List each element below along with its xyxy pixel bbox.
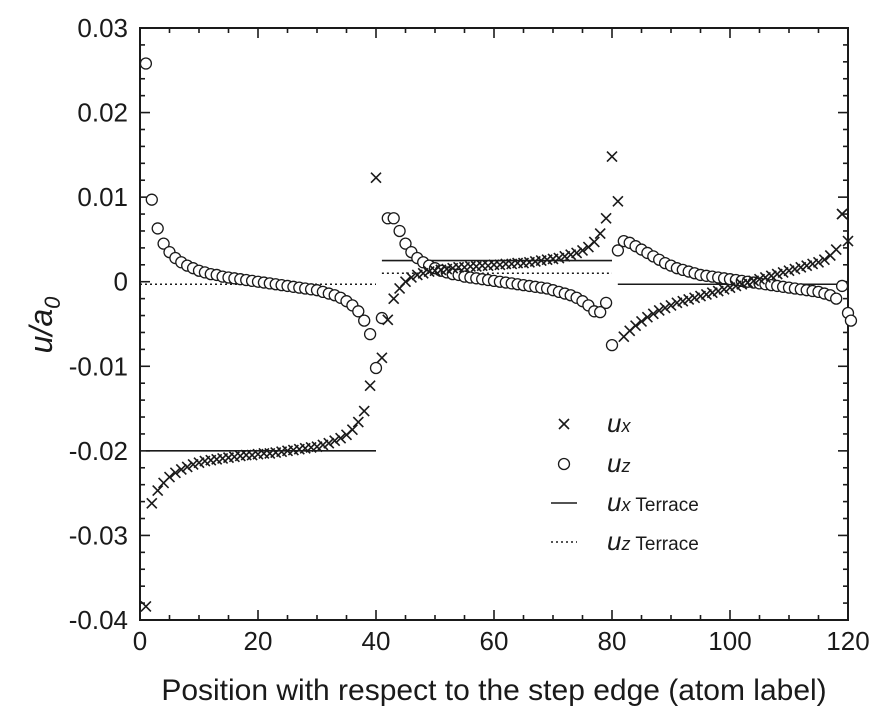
ux-point bbox=[836, 208, 848, 220]
ux-point bbox=[606, 150, 618, 163]
x-tick-label: 20 bbox=[244, 626, 273, 656]
x-tick-label: 40 bbox=[362, 626, 391, 656]
ux-point bbox=[665, 299, 677, 311]
legend-label: ux Terrace bbox=[607, 487, 699, 517]
legend-uz-marker bbox=[557, 457, 571, 471]
ux-point bbox=[358, 405, 370, 417]
y-tick-label: 0.02 bbox=[77, 98, 128, 128]
ux-point bbox=[370, 172, 382, 184]
legend-label: ux bbox=[607, 408, 631, 438]
ux-point bbox=[818, 254, 830, 266]
ux-point bbox=[352, 416, 364, 428]
ux-point bbox=[364, 380, 376, 392]
ux-point bbox=[335, 432, 347, 444]
uz-point bbox=[358, 314, 371, 327]
ux-point bbox=[812, 256, 825, 268]
y-tick-label: 0.01 bbox=[77, 182, 128, 212]
ux-point bbox=[571, 247, 583, 259]
y-axis-title: u/a0 bbox=[23, 296, 65, 353]
ux-point bbox=[376, 352, 388, 364]
ux-point bbox=[600, 212, 612, 224]
y-tick-label: -0.01 bbox=[69, 351, 128, 381]
uz-point bbox=[393, 224, 406, 238]
uz-point bbox=[387, 212, 400, 225]
y-axis-title-sub: 0 bbox=[40, 296, 65, 309]
ux-point bbox=[181, 461, 193, 473]
x-axis-title: Position with respect to the step edge (… bbox=[161, 674, 826, 707]
axis-tick-labels: 0 20 40 60 80 100 120 -0.04 -0.03 -0.02 -0.01 0 0.01… bbox=[69, 13, 870, 656]
uz-point bbox=[594, 306, 607, 319]
ux-point bbox=[175, 463, 187, 476]
uz-point bbox=[157, 237, 170, 250]
uz-point bbox=[835, 279, 849, 293]
x-tick-label: 0 bbox=[133, 626, 147, 656]
ux-point bbox=[146, 497, 158, 509]
uz-point bbox=[399, 237, 412, 250]
ux-point bbox=[612, 195, 624, 207]
x-tick-label: 120 bbox=[826, 626, 869, 656]
ux-point bbox=[405, 271, 417, 284]
uz-point bbox=[599, 296, 613, 310]
legend-ux-marker bbox=[558, 418, 570, 430]
uz-point bbox=[363, 327, 377, 341]
ux-point bbox=[830, 244, 842, 256]
ux-point bbox=[653, 304, 665, 317]
uz-point bbox=[605, 338, 619, 352]
ux-point bbox=[323, 437, 335, 449]
ux-point bbox=[576, 244, 589, 256]
uz-point bbox=[145, 193, 158, 206]
y-tick-label: 0.03 bbox=[77, 13, 128, 43]
y-axis-title-main: u/a bbox=[23, 309, 59, 353]
uz-point bbox=[375, 311, 389, 325]
legend-label: uz bbox=[607, 448, 630, 478]
uz-point bbox=[151, 222, 164, 235]
plot-frame bbox=[139, 27, 849, 621]
ux-point bbox=[329, 435, 341, 447]
ux-point bbox=[842, 235, 854, 247]
uz-point bbox=[611, 244, 625, 257]
ux-point bbox=[399, 276, 412, 288]
ux-point bbox=[140, 600, 152, 613]
ux-point bbox=[635, 315, 648, 328]
svg-text:u/a0: u/a0 bbox=[23, 296, 65, 353]
uz-point bbox=[139, 57, 153, 70]
ux-point bbox=[659, 302, 671, 314]
ux-point bbox=[630, 320, 642, 332]
ux-point bbox=[647, 308, 659, 320]
uz-point bbox=[352, 305, 365, 318]
ux-point bbox=[152, 485, 164, 497]
legend-label: uz Terrace bbox=[607, 526, 699, 556]
data-markers bbox=[139, 57, 858, 613]
x-tick-label: 60 bbox=[480, 626, 509, 656]
x-tick-label: 80 bbox=[598, 626, 627, 656]
ux-point bbox=[382, 314, 394, 326]
uz-point bbox=[844, 314, 858, 327]
ux-point bbox=[169, 467, 181, 479]
y-tick-label: -0.03 bbox=[69, 520, 128, 550]
ux-point bbox=[346, 424, 358, 436]
ux-point bbox=[641, 311, 653, 323]
uz-point bbox=[830, 292, 843, 305]
y-tick-label: -0.02 bbox=[69, 436, 128, 466]
ux-point bbox=[388, 293, 400, 305]
axis-ticks bbox=[139, 27, 849, 621]
uz-point bbox=[369, 361, 383, 375]
ux-point bbox=[594, 227, 606, 240]
ux-point bbox=[163, 471, 176, 483]
ux-point bbox=[588, 236, 600, 248]
x-tick-label: 100 bbox=[708, 626, 751, 656]
legend: ux uz ux Terrace uz Terrace bbox=[551, 408, 699, 556]
y-tick-label: 0 bbox=[114, 267, 128, 297]
y-tick-label: -0.04 bbox=[69, 605, 128, 635]
terrace-lines bbox=[140, 259, 848, 452]
